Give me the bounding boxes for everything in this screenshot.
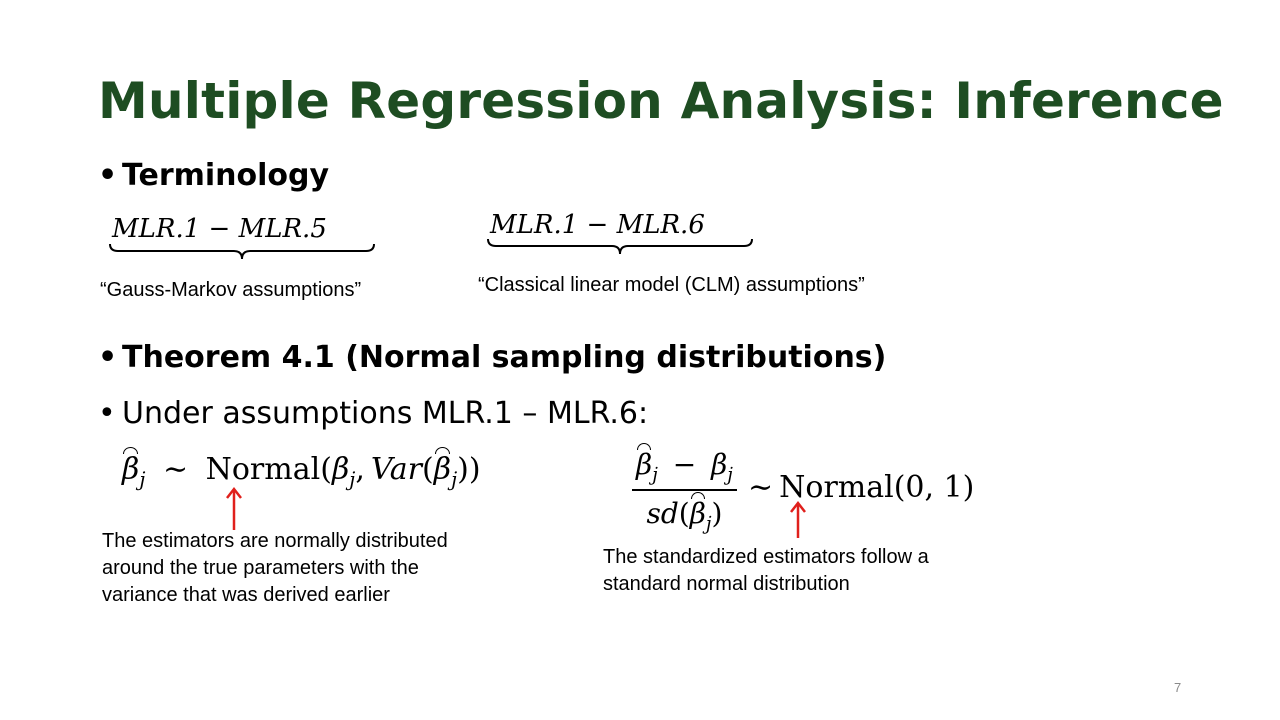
formula-normal-distribution: βj ∼ Normal(βj, Var(βj)) [122,447,481,491]
fraction-denominator: sd(βj) [632,489,737,535]
beta-hat: β [433,447,452,487]
bullet-theorem-text: Theorem 4.1 (Normal sampling distributio… [122,340,887,375]
bullet-under-assumptions: • Under assumptions MLR.1 – MLR.6: [98,396,648,431]
fraction-numerator: βj − βj [636,443,733,486]
beta-hat: β [122,447,140,487]
gm-math: MLR.1 − MLR.5 [112,214,327,244]
annotation-left: The estimators are normally distributed … [102,530,448,606]
formula-standardized: βj − βj sd(βj) [632,443,737,535]
bullet-under-text: Under assumptions MLR.1 – MLR.6: [122,396,649,431]
gm-caption: “Gauss-Markov assumptions” [100,279,362,301]
formula-standardized-rhs: ∼ Normal(0, 1) [748,470,975,505]
slide-title: Multiple Regression Analysis: Inference [98,72,1224,130]
red-arrow-left [226,486,242,530]
bullet-marker: • [98,396,116,431]
annotation-right: The standardized estimators follow a sta… [603,546,929,595]
clm-math: MLR.1 − MLR.6 [490,210,705,240]
bullet-terminology-text: Terminology [122,158,330,193]
beta-hat: β [636,443,653,481]
bullet-marker: • [98,340,118,375]
page-number: 7 [1174,680,1182,695]
clm-underbrace [487,238,753,255]
gm-underbrace [109,243,375,260]
red-arrow-right [790,500,806,538]
clm-caption: “Classical linear model (CLM) assumption… [478,274,865,296]
bullet-terminology: • Terminology [98,158,329,193]
bullet-marker: • [98,158,118,193]
bullet-theorem: • Theorem 4.1 (Normal sampling distributi… [98,340,886,375]
beta-hat: β [689,492,706,531]
